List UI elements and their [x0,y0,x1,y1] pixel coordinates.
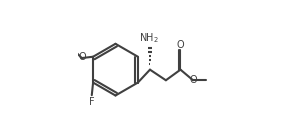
Text: O: O [189,75,197,85]
Text: O: O [177,40,184,50]
Text: O: O [79,52,86,62]
Text: NH$_2$: NH$_2$ [139,32,159,45]
Text: F: F [89,97,94,107]
